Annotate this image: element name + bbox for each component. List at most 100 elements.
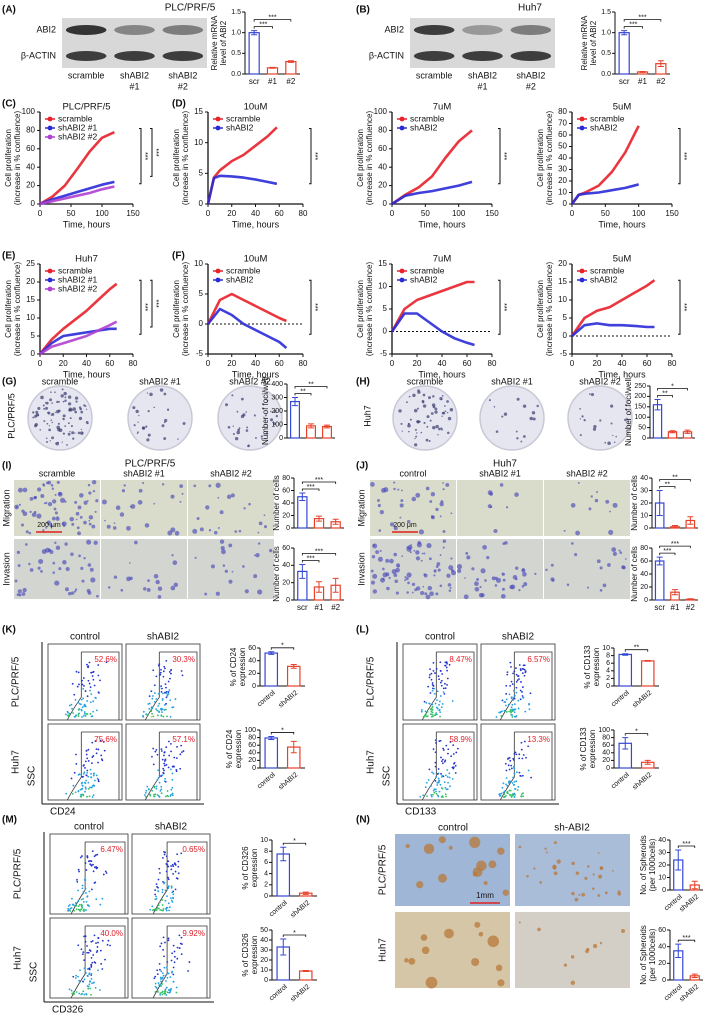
event — [517, 699, 520, 702]
y-axis-label: (increase in % confluence) — [181, 111, 190, 206]
event — [171, 786, 174, 789]
cell — [514, 492, 519, 497]
significance-label: ** — [662, 390, 668, 397]
y-tick-label: 60 — [282, 545, 290, 552]
event — [144, 795, 147, 798]
cell — [54, 511, 58, 515]
x-tick-label: 80 — [129, 359, 138, 368]
cell — [43, 502, 46, 505]
event — [71, 707, 73, 710]
error-bar — [657, 60, 664, 68]
event — [511, 710, 514, 713]
event — [157, 692, 160, 695]
event — [171, 706, 174, 709]
event — [166, 961, 169, 963]
event — [511, 716, 514, 718]
event — [81, 679, 83, 682]
colony — [163, 421, 166, 424]
y-tick-label: 5 — [199, 168, 204, 177]
y-tick-label: 0 — [31, 199, 36, 208]
event — [498, 794, 501, 797]
colony — [425, 438, 429, 442]
spheroid — [611, 869, 614, 872]
event — [447, 752, 449, 755]
event — [437, 777, 440, 780]
colony — [54, 411, 56, 413]
micrograph — [457, 539, 543, 599]
colony — [137, 421, 139, 423]
event — [424, 786, 427, 789]
cell — [411, 591, 414, 594]
cell — [62, 560, 67, 565]
significance-label: *** — [315, 477, 323, 484]
x-tick-label: shABI2 — [289, 984, 311, 1004]
colony — [67, 395, 72, 399]
colony — [589, 393, 591, 395]
legend-marker — [579, 125, 585, 131]
spheroid — [438, 836, 446, 844]
event — [155, 675, 158, 678]
colony — [39, 429, 42, 431]
event — [92, 671, 94, 674]
colony — [441, 415, 443, 418]
colony — [615, 435, 617, 438]
cell — [420, 590, 425, 596]
error-bar — [654, 399, 661, 411]
event — [513, 670, 516, 673]
cell — [45, 481, 49, 485]
event — [162, 948, 165, 951]
cell — [55, 545, 61, 550]
cell — [435, 565, 439, 568]
event — [169, 991, 172, 993]
y-axis-label: SSC — [27, 766, 38, 787]
event — [176, 946, 179, 949]
event — [448, 663, 451, 666]
cell — [73, 590, 77, 593]
x-tick-label: 20 — [227, 209, 236, 218]
event — [446, 669, 448, 672]
event — [425, 781, 428, 784]
event — [92, 700, 95, 703]
event — [515, 680, 518, 683]
event — [163, 853, 166, 856]
event — [154, 750, 157, 753]
event — [438, 790, 441, 793]
bar — [654, 560, 665, 601]
event — [165, 746, 168, 749]
cell — [181, 492, 184, 495]
y-tick-label: 8 — [606, 652, 610, 659]
y-tick-label: 70 — [558, 119, 567, 128]
event — [448, 772, 451, 775]
spheroid-image — [515, 912, 630, 988]
event — [512, 672, 515, 675]
chart-title: 5uM — [613, 254, 632, 265]
cell — [213, 530, 218, 535]
colony — [70, 425, 73, 428]
error-bar — [675, 943, 682, 958]
cell — [420, 559, 423, 562]
event — [442, 749, 445, 751]
cell — [442, 529, 446, 533]
colony — [227, 425, 231, 429]
event — [168, 754, 171, 757]
y-tick-label: 0 — [264, 977, 268, 984]
cell — [120, 588, 124, 592]
event — [511, 793, 514, 796]
error-bar — [672, 525, 678, 529]
cell — [75, 511, 80, 516]
cell — [502, 542, 506, 545]
event — [180, 953, 183, 956]
event — [153, 795, 156, 798]
event — [167, 887, 170, 890]
y-axis-label: (increase in % confluence) — [545, 262, 554, 357]
cell — [380, 577, 386, 583]
event — [164, 780, 167, 783]
bar — [266, 67, 279, 75]
cell — [40, 494, 45, 499]
cell — [599, 566, 603, 570]
x-tick-label: 80 — [668, 359, 677, 368]
event — [157, 907, 160, 910]
colony — [440, 398, 443, 401]
error-bar — [622, 653, 629, 656]
cell — [45, 526, 48, 529]
